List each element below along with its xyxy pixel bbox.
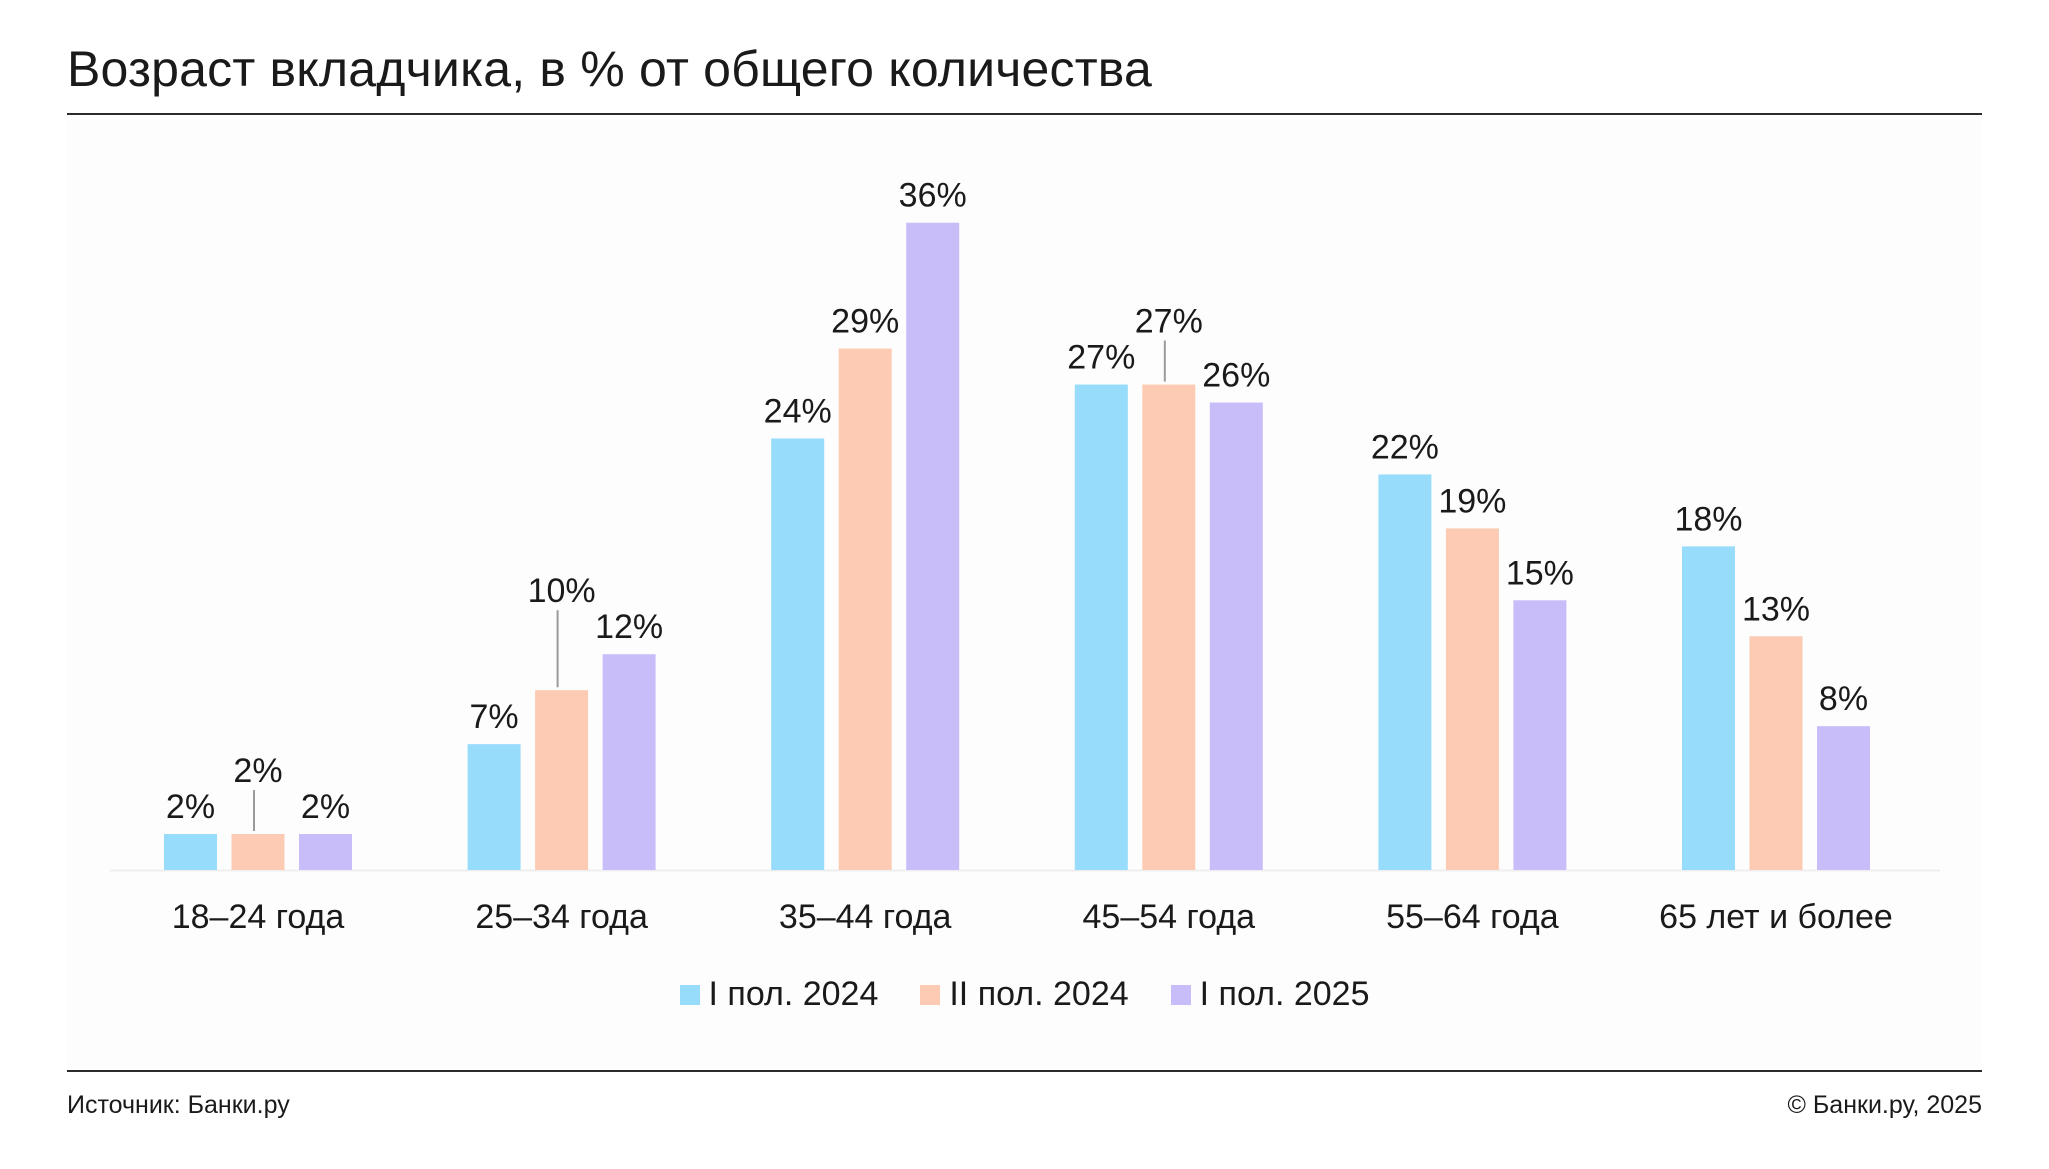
bar-1-2 [467, 744, 521, 870]
x-tick-label-6: 65 лет и более [1659, 898, 1893, 936]
data-label-2-3: 29% [831, 303, 899, 341]
x-tick-label-1: 18–24 года [172, 898, 345, 936]
data-label-1-1: 2% [166, 788, 215, 826]
copyright-note: © Банки.ру, 2025 [1787, 1091, 1982, 1119]
legend-item-series-3: I пол. 2025 [1170, 975, 1370, 1014]
data-label-2-5: 19% [1438, 482, 1506, 520]
bar-1-1 [164, 834, 217, 870]
data-label-3-4: 26% [1202, 357, 1270, 395]
bar-2-2 [535, 690, 589, 870]
x-tick-label-2: 25–34 года [475, 898, 648, 936]
bar-3-3 [906, 222, 960, 871]
x-tick-label-3: 35–44 года [779, 898, 952, 936]
data-label-2-2: 10% [528, 572, 596, 610]
data-label-1-3: 24% [764, 392, 832, 430]
x-tick-label-5: 55–64 года [1386, 898, 1559, 936]
x-tick-label-4: 45–54 года [1083, 898, 1256, 936]
bar-3-2 [602, 654, 656, 870]
bar-3-5 [1513, 600, 1567, 870]
bar-3-6 [1817, 726, 1870, 870]
legend-label-series-2: II пол. 2024 [949, 975, 1129, 1013]
data-label-3-3: 36% [899, 177, 967, 215]
chart-title: Возраст вкладчика, в % от общего количес… [67, 41, 1153, 97]
legend-swatch-series-3 [1170, 984, 1191, 1005]
bar-1-5 [1378, 474, 1432, 870]
data-label-2-4: 27% [1135, 303, 1203, 341]
bar-2-1 [231, 834, 285, 870]
legend-swatch-series-1 [679, 984, 700, 1005]
bar-1-6 [1682, 546, 1735, 870]
data-label-3-6: 8% [1819, 680, 1868, 718]
footer-divider [67, 1070, 1982, 1072]
legend-item-series-2: II пол. 2024 [920, 975, 1129, 1014]
data-label-1-6: 18% [1674, 500, 1742, 538]
title-divider [67, 113, 1982, 115]
legend-swatch-series-2 [920, 984, 941, 1005]
bar-2-5 [1445, 528, 1499, 870]
bar-2-3 [838, 348, 892, 871]
data-label-2-6: 13% [1742, 590, 1810, 628]
legend: I пол. 2024 II пол. 2024 I пол. 2025 [0, 975, 2049, 1014]
data-label-2-1: 2% [233, 752, 282, 790]
legend-label-series-3: I пол. 2025 [1199, 975, 1370, 1013]
data-label-1-4: 27% [1067, 339, 1135, 377]
data-label-3-2: 12% [595, 608, 663, 646]
bar-3-4 [1209, 402, 1263, 870]
bar-1-4 [1074, 384, 1128, 870]
data-label-3-5: 15% [1506, 554, 1574, 592]
source-note: Источник: Банки.ру [67, 1091, 290, 1119]
bar-2-4 [1142, 384, 1196, 870]
data-label-3-1: 2% [301, 788, 350, 826]
bar-2-6 [1749, 636, 1803, 870]
legend-item-series-1: I пол. 2024 [679, 975, 879, 1014]
bar-3-1 [299, 834, 352, 870]
data-label-1-5: 22% [1371, 428, 1439, 466]
legend-label-series-1: I пол. 2024 [708, 975, 879, 1013]
data-label-1-2: 7% [470, 698, 519, 736]
bar-1-3 [771, 438, 825, 870]
plot-area [67, 116, 1982, 1069]
